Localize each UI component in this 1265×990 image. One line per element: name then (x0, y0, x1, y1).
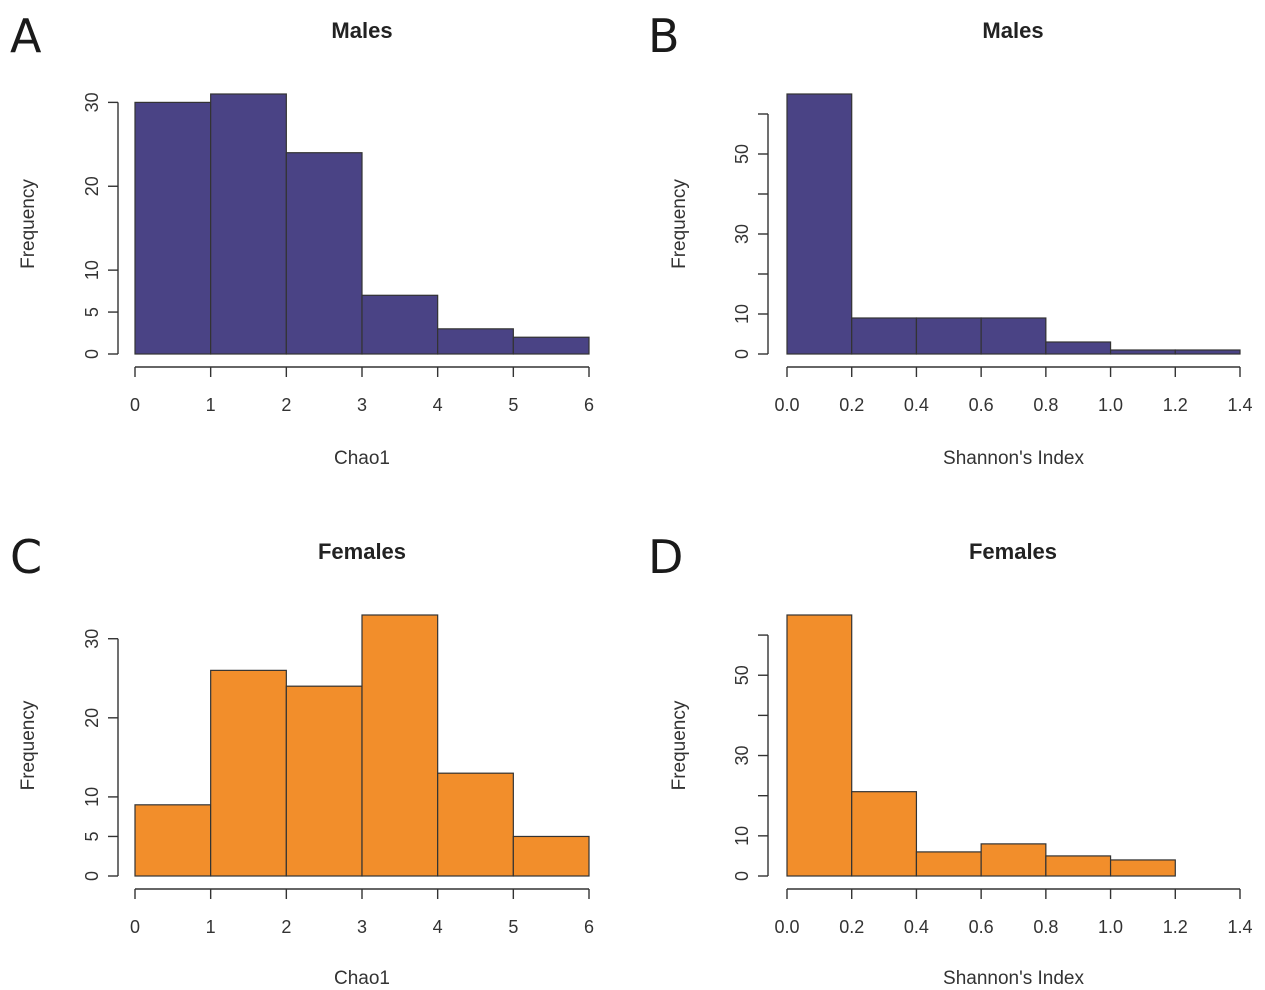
panel-a: A Males 0 1 2 3 4 5 6 Chao1 0 5 10 20 30 Frequency (10, 9, 594, 469)
histogram-bar (851, 791, 918, 877)
x-tick-label: 2 (281, 395, 291, 415)
x-tick-label: 2 (281, 917, 291, 937)
x-axis-label: Chao1 (334, 968, 390, 989)
x-tick-label: 6 (584, 395, 594, 415)
x-tick-label: 0 (130, 917, 140, 937)
histogram-bar (361, 294, 439, 355)
chart-title: Males (331, 18, 392, 43)
y-tick-label: 50 (732, 144, 752, 164)
x-tick-label: 0.2 (839, 917, 864, 937)
y-tick-label: 0 (732, 349, 752, 359)
panel-letter: A (10, 9, 42, 63)
histogram-bar (915, 851, 982, 877)
x-tick-label: 0.6 (969, 395, 994, 415)
histogram-bar (1174, 349, 1241, 355)
histogram-bar (1109, 349, 1176, 355)
histogram-bar (361, 614, 439, 877)
x-tick-label: 3 (357, 395, 367, 415)
y-axis-label: Frequency (669, 179, 690, 269)
x-tick-label: 4 (433, 395, 443, 415)
x-tick-label: 0.0 (774, 395, 799, 415)
x-tick-label: 0.8 (1033, 917, 1058, 937)
histogram-bar (437, 328, 514, 355)
x-tick-label: 1 (206, 395, 216, 415)
histogram-bar (512, 835, 590, 877)
histogram-bar (786, 93, 853, 355)
x-tick-label: 0 (130, 395, 140, 415)
histogram-bar (980, 317, 1047, 355)
x-tick-label: 1.0 (1098, 917, 1123, 937)
y-tick-label: 30 (732, 746, 752, 766)
histogram-bar (1109, 859, 1176, 877)
histogram-bar (786, 614, 853, 877)
histogram-bar (134, 101, 212, 355)
panel-c: C Females 0 1 2 3 4 5 6 Chao1 0 5 10 20 30 Frequency (10, 530, 594, 989)
x-axis-label: Shannon's Index (943, 968, 1084, 989)
x-tick-label: 6 (584, 917, 594, 937)
x-tick-label: 0.6 (969, 917, 994, 937)
chart-title: Males (982, 18, 1043, 43)
y-tick-label: 10 (732, 826, 752, 846)
y-tick-label: 30 (82, 629, 102, 649)
y-tick-label: 0 (82, 349, 102, 359)
y-tick-label: 10 (82, 787, 102, 807)
panel-letter: C (10, 530, 42, 584)
panel-letter: D (648, 530, 683, 584)
x-tick-label: 1.4 (1227, 395, 1252, 415)
x-tick-label: 1.4 (1227, 917, 1252, 937)
x-tick-label: 5 (508, 917, 518, 937)
y-tick-label: 10 (732, 304, 752, 324)
y-axis-label: Frequency (18, 700, 39, 790)
x-tick-label: 1.2 (1163, 917, 1188, 937)
histogram-bar (285, 685, 363, 877)
y-axis-label: Frequency (669, 700, 690, 790)
x-tick-label: 1.0 (1098, 395, 1123, 415)
y-tick-label: 50 (732, 665, 752, 685)
histogram-bar (851, 317, 918, 355)
panel-b: B Males 0.0 0.2 0.4 0.6 0.8 1.0 1.2 1.4 Shannon's … (648, 9, 1253, 469)
y-tick-label: 0 (732, 871, 752, 881)
histogram-bar (210, 669, 287, 877)
y-tick-label: 20 (82, 176, 102, 196)
histogram-bar (512, 336, 590, 355)
x-tick-label: 0.2 (839, 395, 864, 415)
y-tick-label: 5 (82, 831, 102, 841)
y-tick-label: 5 (82, 307, 102, 317)
panel-d: D Females 0.0 0.2 0.4 0.6 0.8 1.0 1.2 1.4 Shannon'… (648, 530, 1253, 989)
x-axis-label: Chao1 (334, 448, 390, 469)
histogram-bar (437, 772, 514, 877)
x-tick-label: 3 (357, 917, 367, 937)
y-tick-label: 10 (82, 260, 102, 280)
histogram-bar (1045, 855, 1112, 877)
chart-title: Females (318, 539, 406, 564)
x-tick-label: 1 (206, 917, 216, 937)
x-tick-label: 5 (508, 395, 518, 415)
histogram-bar (134, 804, 212, 877)
histogram-bar (915, 317, 982, 355)
y-axis-label: Frequency (18, 179, 39, 269)
x-tick-label: 0.4 (904, 395, 929, 415)
histogram-bar (1045, 341, 1112, 355)
histogram-bar (285, 152, 363, 355)
y-tick-label: 30 (732, 224, 752, 244)
y-tick-label: 0 (82, 871, 102, 881)
x-tick-label: 4 (433, 917, 443, 937)
x-tick-label: 1.2 (1163, 395, 1188, 415)
histogram-bar (210, 93, 287, 355)
y-tick-label: 20 (82, 708, 102, 728)
chart-title: Females (969, 539, 1057, 564)
x-tick-label: 0.8 (1033, 395, 1058, 415)
panel-letter: B (648, 9, 680, 63)
x-tick-label: 0.4 (904, 917, 929, 937)
x-tick-label: 0.0 (774, 917, 799, 937)
histogram-bar (980, 843, 1047, 877)
y-tick-label: 30 (82, 92, 102, 112)
x-axis-label: Shannon's Index (943, 448, 1084, 469)
